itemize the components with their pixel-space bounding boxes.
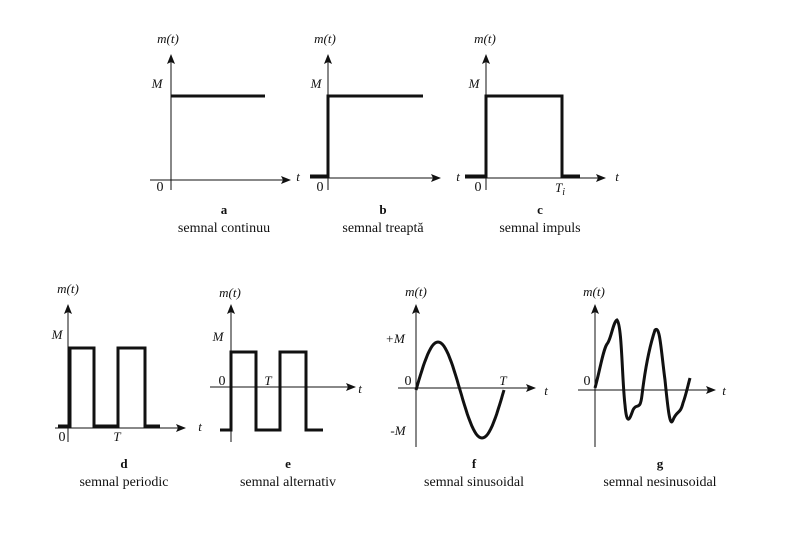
level-label: M [310,76,323,91]
y-axis-label: m(t) [474,31,496,46]
y-axis-label: m(t) [57,281,79,296]
level-label: M [151,76,164,91]
x-axis-label: t [358,381,362,396]
panel-caption: semnal continuu [178,221,270,236]
y-axis-label: m(t) [314,31,336,46]
panel-letter: f [472,456,477,471]
signal-panel: m(t) 0 t g semnal nesinusoidal [578,284,726,490]
panel-letter: d [120,456,128,471]
origin-label: 0 [157,180,164,195]
signal-panel: m(t) M 0 Tt e semnal alternativ [210,285,362,490]
panel-caption: semnal nesinusoidal [603,475,716,490]
x-axis-label: t [296,169,300,184]
signal-curve [58,346,160,428]
x-axis-label: t [198,419,202,434]
y-axis-label: m(t) [583,284,605,299]
signal-curve [465,94,580,178]
signal-curve [220,350,323,432]
y-axis-label: m(t) [157,31,179,46]
origin-label: 0 [59,430,66,445]
time-mark-label: T [264,373,272,388]
origin-label: 0 [405,374,412,389]
panel-caption: semnal impuls [499,221,580,236]
signal-panel: m(t) +M -M 0 Tt f semnal sinusoidal [385,284,548,490]
x-axis-label: t [615,169,619,184]
signal-panel: m(t) M 0 t b semnal treaptă [310,31,461,236]
signal-curve [414,340,506,440]
panel-letter: c [537,202,543,217]
panel-letter: g [657,456,664,471]
level-low-label: -M [390,423,406,438]
x-axis-label: t [456,169,460,184]
time-mark-label: Ti [555,180,565,198]
panel-caption: semnal periodic [79,475,168,490]
origin-label: 0 [219,374,226,389]
y-axis-label: m(t) [219,285,241,300]
panel-caption: semnal alternativ [240,475,336,490]
level-label: M [468,76,481,91]
signal-panel: m(t) M 0 Ti t c semnal impuls [465,31,619,236]
signal-curve [310,94,423,178]
panel-letter: e [285,456,291,471]
y-axis-label: m(t) [405,284,427,299]
signal-curve [593,318,692,424]
origin-label: 0 [584,374,591,389]
time-mark-label: T [113,429,121,444]
level-label: M [51,327,64,342]
origin-label: 0 [475,180,482,195]
origin-label: 0 [317,180,324,195]
panel-caption: semnal treaptă [342,221,424,236]
time-mark-label: T [499,373,507,388]
time-mark-subscript: i [562,187,565,198]
panel-letter: a [221,202,228,217]
signal-panel: m(t) M 0 t a semnal continuu [150,31,300,236]
panel-letter: b [379,202,386,217]
signal-panel: m(t) M 0 Tt d semnal periodic [51,281,203,490]
level-label: +M [385,331,406,346]
x-axis-label: t [722,383,726,398]
x-axis-label: t [544,383,548,398]
panel-caption: semnal sinusoidal [424,475,524,490]
level-label: M [212,329,225,344]
